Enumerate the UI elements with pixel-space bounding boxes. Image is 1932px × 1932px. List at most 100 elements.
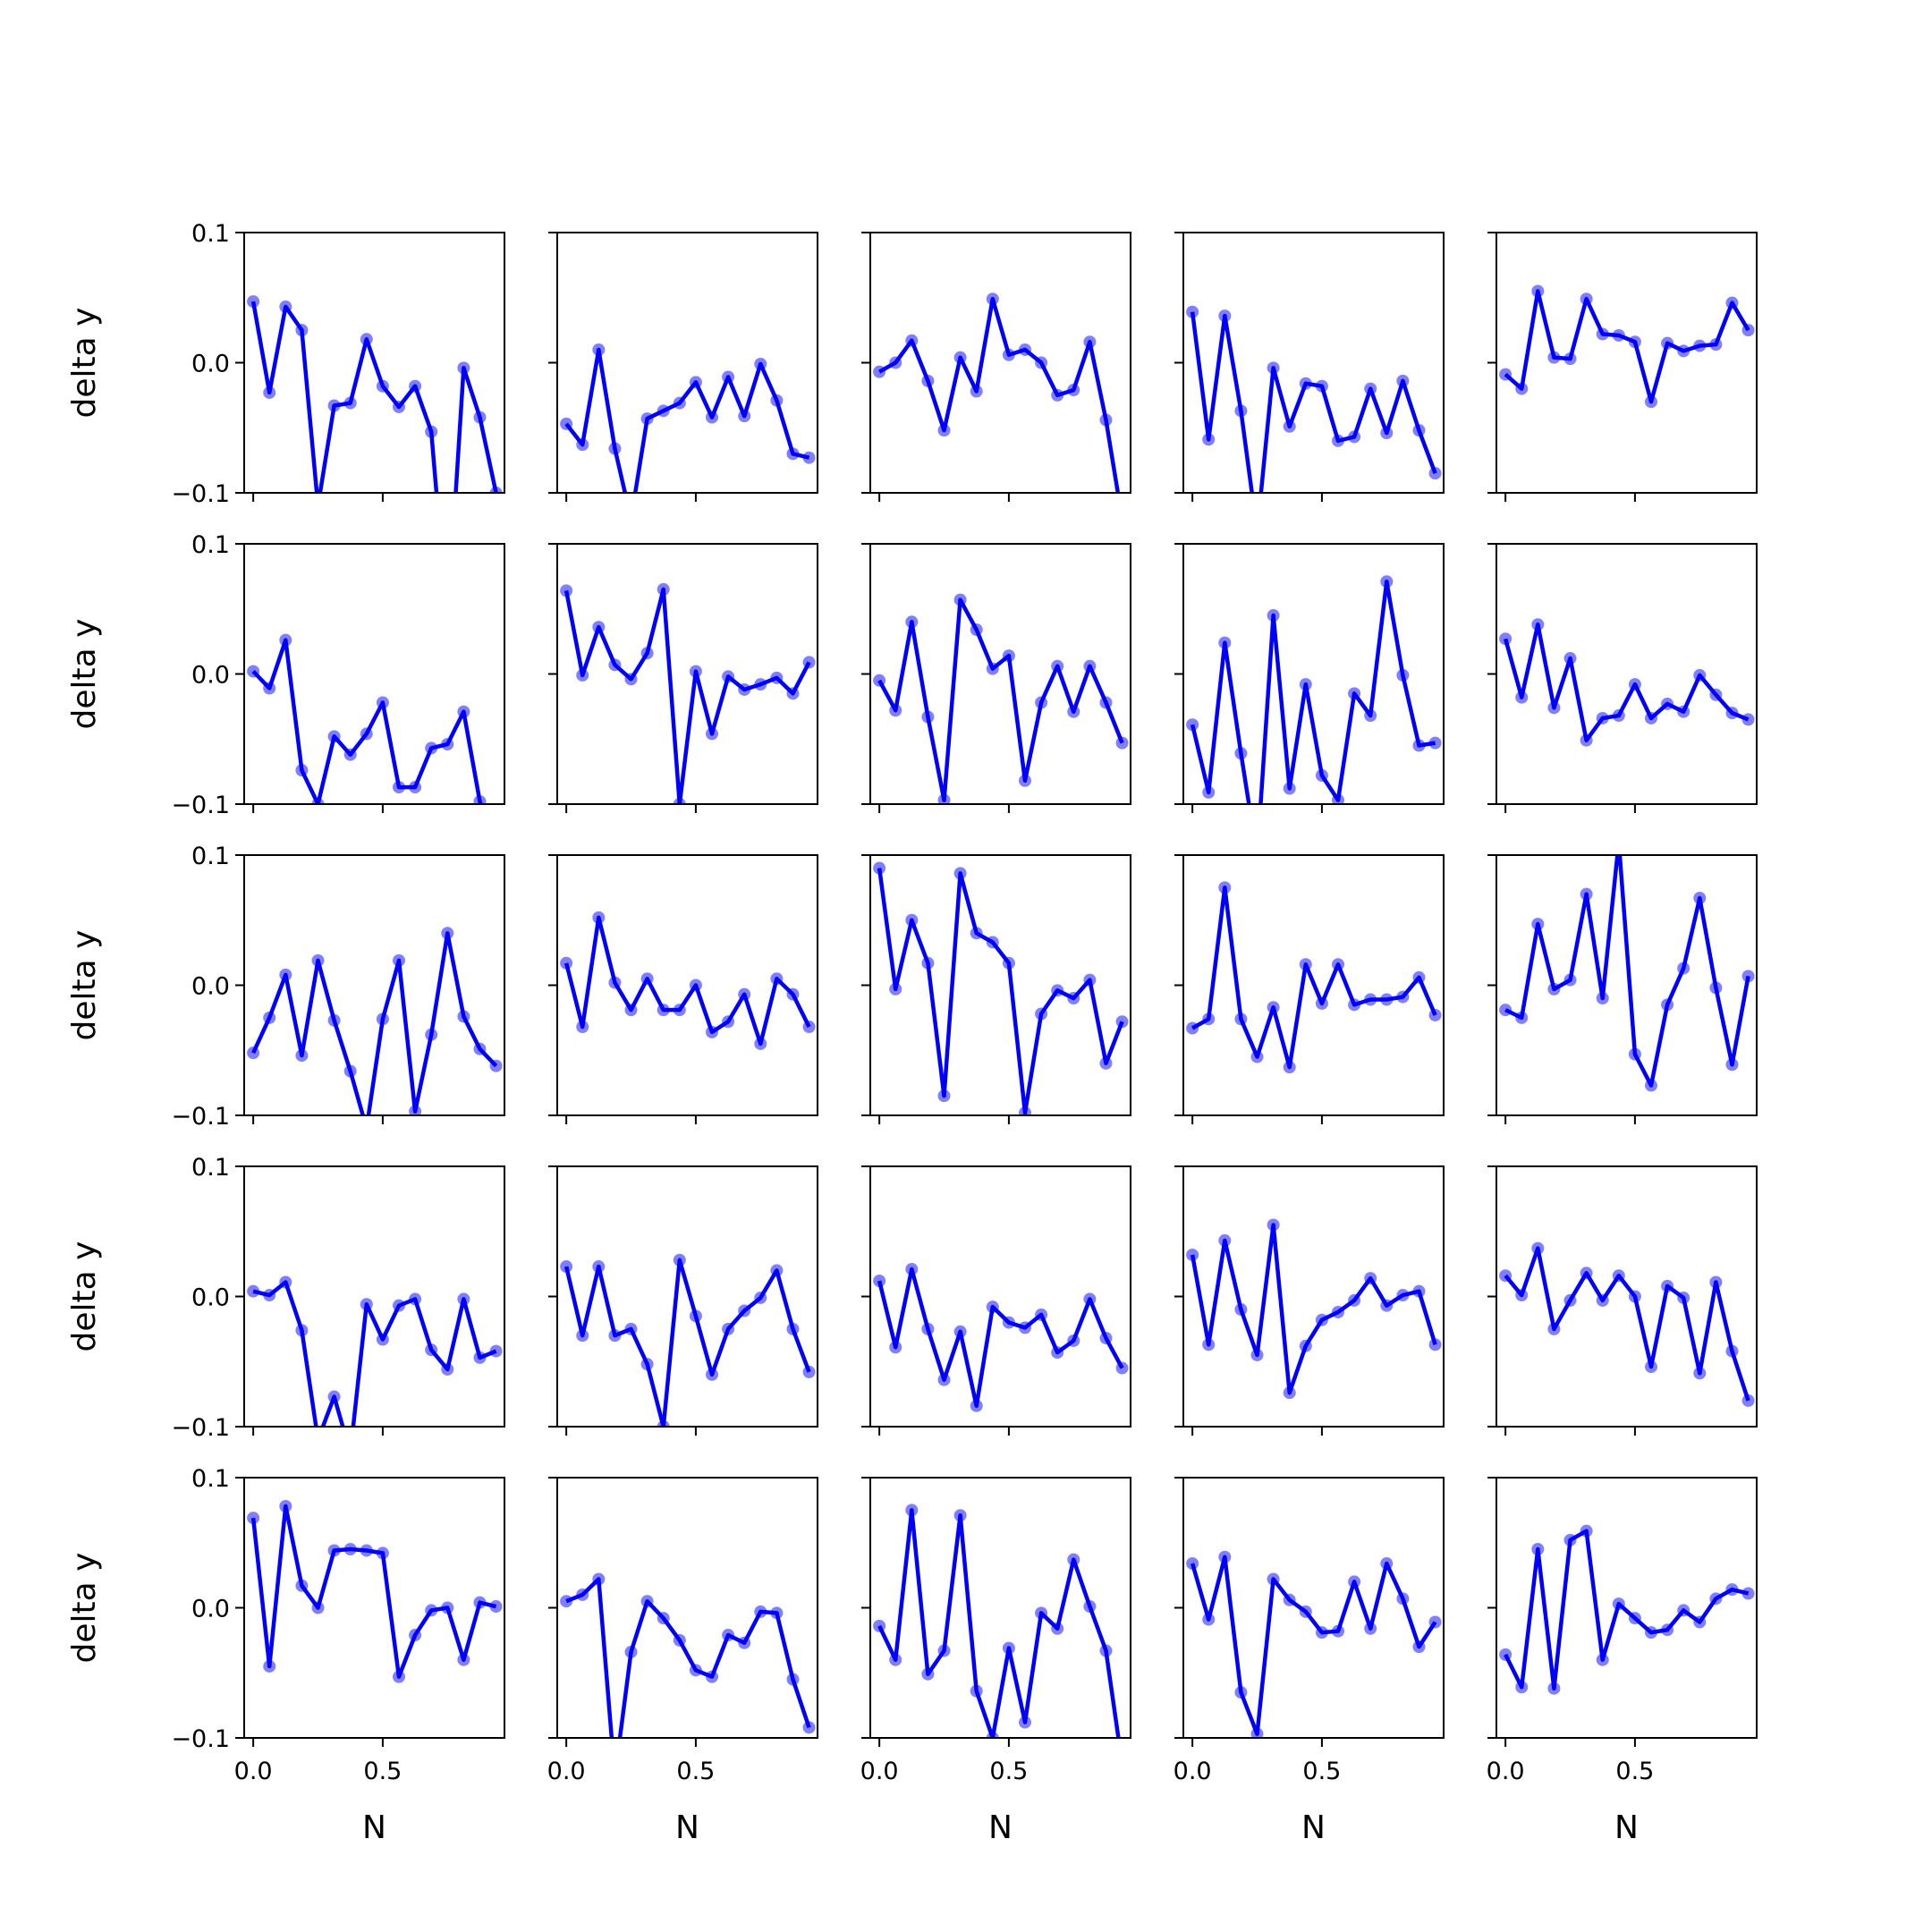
data-point <box>560 417 573 430</box>
data-point <box>376 379 389 393</box>
data-point <box>1709 338 1723 352</box>
data-point <box>1202 1613 1216 1626</box>
y-tick-label: 0.1 <box>191 1154 230 1182</box>
data-point <box>295 1324 309 1337</box>
data-point <box>1267 1572 1280 1586</box>
y-tick-label: 0.0 <box>191 1596 230 1623</box>
data-point <box>473 1351 487 1364</box>
data-point <box>1515 1681 1529 1694</box>
data-point <box>970 385 983 398</box>
data-point <box>560 1260 573 1274</box>
data-point <box>953 1325 967 1338</box>
data-point <box>1499 1269 1513 1283</box>
data-point <box>393 400 406 413</box>
data-point <box>457 705 470 718</box>
data-point <box>1315 1626 1328 1640</box>
data-point <box>1628 1612 1641 1625</box>
data-point <box>1693 892 1707 905</box>
data-point <box>937 1373 951 1386</box>
y-tick-label: 0.0 <box>191 351 230 378</box>
y-tick-label: 0.0 <box>191 973 230 1001</box>
data-point <box>409 1292 422 1306</box>
data-point <box>937 1089 951 1103</box>
data-point <box>706 411 719 424</box>
data-point <box>770 1264 784 1277</box>
data-point <box>1661 998 1674 1012</box>
data-point <box>1067 384 1080 397</box>
data-point <box>921 374 935 387</box>
data-line <box>564 915 811 1046</box>
data-point <box>1563 652 1577 665</box>
data-point <box>1645 395 1658 409</box>
data-point <box>1099 1332 1113 1345</box>
subplot <box>1487 232 1758 502</box>
data-point <box>1741 1394 1755 1407</box>
data-point <box>722 1629 735 1642</box>
data-point <box>1741 713 1755 726</box>
data-point <box>1531 918 1545 931</box>
y-tick-label: 0.1 <box>191 531 230 559</box>
data-line <box>1504 289 1750 404</box>
data-point <box>722 370 735 384</box>
data-point <box>1661 1623 1674 1637</box>
data-point <box>1099 413 1113 427</box>
data-point <box>1693 1615 1707 1629</box>
data-point <box>1661 697 1674 710</box>
data-point <box>360 1298 373 1311</box>
x-axis-label: N <box>988 1809 1013 1846</box>
data-line <box>877 1508 1121 1738</box>
data-point <box>393 1670 406 1683</box>
data-point <box>754 1291 767 1304</box>
data-point <box>393 1299 406 1312</box>
data-point <box>608 442 622 455</box>
data-point <box>802 656 816 669</box>
data-line <box>252 1280 497 1427</box>
data-point <box>1348 1293 1361 1307</box>
data-point <box>1547 351 1561 364</box>
data-point <box>1547 701 1561 715</box>
data-point <box>1709 1275 1723 1289</box>
data-point <box>1067 1334 1080 1347</box>
y-tick-label: −0.1 <box>171 1103 230 1131</box>
data-point <box>1645 711 1658 724</box>
data-point <box>279 633 292 647</box>
data-point <box>921 1667 935 1681</box>
data-point <box>327 1013 341 1027</box>
data-point <box>640 972 654 986</box>
data-point <box>376 1013 389 1026</box>
data-point <box>1563 973 1577 987</box>
data-line <box>1191 886 1437 1070</box>
data-point <box>1218 881 1232 894</box>
data-point <box>1186 305 1199 318</box>
data-point <box>1396 1592 1410 1606</box>
data-point <box>608 976 622 989</box>
data-point <box>722 670 735 683</box>
data-point <box>706 1670 719 1683</box>
data-point <box>1035 1007 1048 1021</box>
x-tick-label: 0.0 <box>547 1758 586 1785</box>
data-point <box>657 404 670 418</box>
data-point <box>673 1633 686 1647</box>
data-point <box>592 343 606 356</box>
data-point <box>1051 1622 1064 1635</box>
y-tick-label: 0.1 <box>191 220 230 248</box>
data-point <box>263 1011 276 1024</box>
data-point <box>786 447 800 461</box>
data-point <box>1250 1348 1264 1361</box>
data-point <box>295 1579 309 1592</box>
data-point <box>1628 1290 1641 1303</box>
data-line <box>564 1258 811 1427</box>
data-point <box>889 356 902 369</box>
data-point <box>327 399 341 412</box>
data-point <box>1299 1605 1312 1618</box>
data-point <box>1267 1218 1280 1232</box>
data-point <box>1019 1716 1032 1729</box>
x-axis-label: N <box>1301 1809 1326 1846</box>
data-point <box>441 1362 454 1376</box>
data-point <box>247 1046 260 1060</box>
data-line <box>250 301 498 493</box>
data-point <box>592 621 606 634</box>
data-point <box>279 1500 292 1513</box>
data-line <box>1504 855 1750 1088</box>
